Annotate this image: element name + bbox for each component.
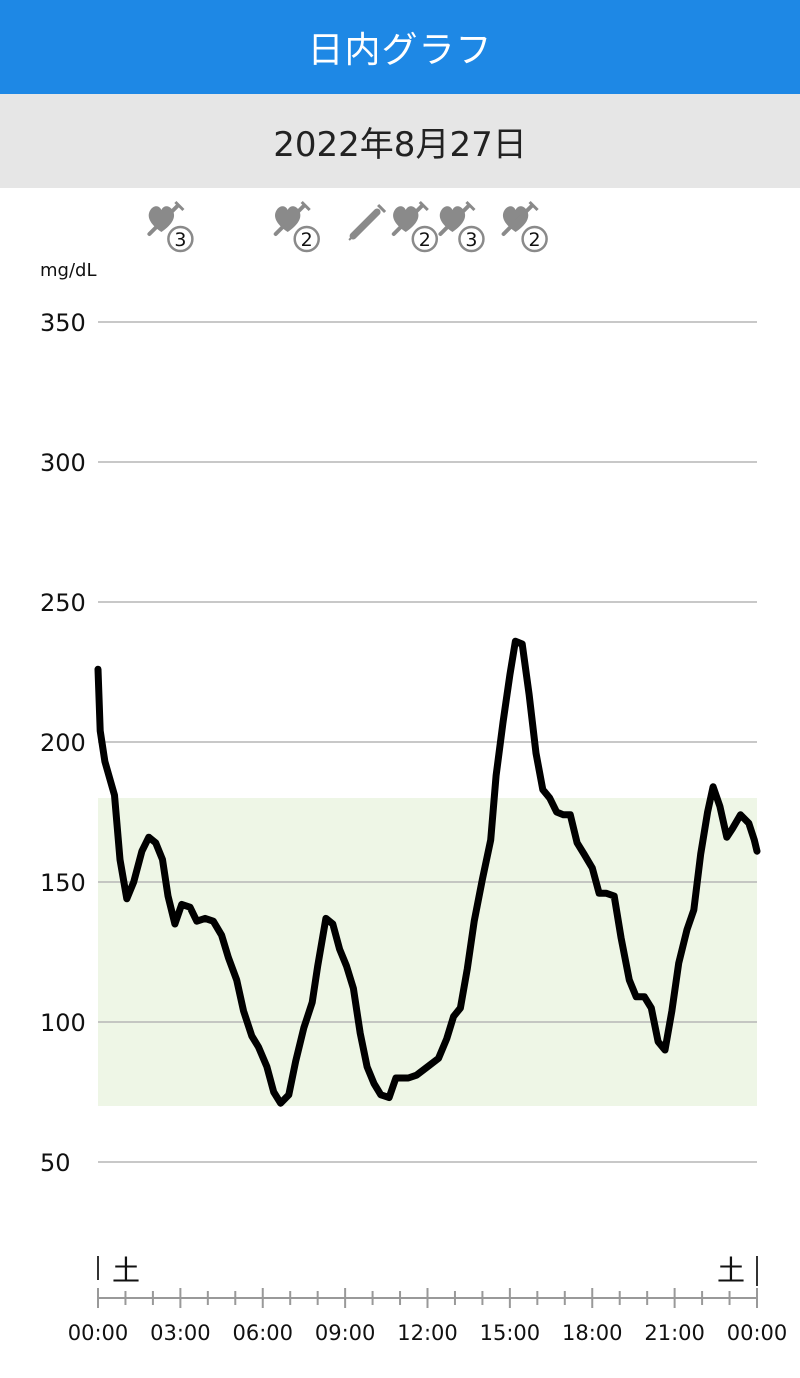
dose-count: 2 [529, 229, 541, 251]
syringe-plunger [418, 200, 429, 212]
syringe-plunger [174, 200, 185, 212]
date-bar[interactable]: 2022年8月27日 [0, 94, 800, 188]
dose-count: 3 [174, 229, 186, 251]
dose-badge [458, 225, 485, 253]
syringe-heart-icon: 2 [391, 200, 439, 253]
syringe-heart-icon: 2 [501, 200, 548, 253]
x-tick-label: 00:00 [727, 1321, 788, 1345]
y-tick-label: 100 [40, 1009, 86, 1037]
syringe-body [349, 208, 381, 240]
daily-glucose-chart: 50 100 150 200 250 300 350 3 2 2 3 2 00:00 03:00 06:… [40, 200, 788, 1345]
x-tick-label: 03:00 [150, 1321, 211, 1345]
syringe-plunger [528, 200, 539, 212]
dose-badge [167, 225, 194, 253]
syringe-body [273, 204, 306, 236]
x-tick-label: 09:00 [315, 1321, 376, 1345]
syringe-body [391, 204, 424, 236]
dose-badge [411, 225, 439, 253]
y-tick-label: 300 [40, 449, 86, 477]
dose-badge [293, 225, 320, 253]
x-tick-label: 18:00 [562, 1321, 623, 1345]
syringe-body [438, 204, 471, 236]
x-tick-label: 15:00 [480, 1321, 541, 1345]
header-bar: 日内グラフ [0, 0, 800, 94]
x-tick-label: 21:00 [644, 1321, 705, 1345]
page-title: 日内グラフ [307, 30, 493, 71]
syringe-heart-icon: 2 [273, 200, 320, 253]
syringe-plunger [465, 200, 476, 212]
dose-badge [521, 225, 548, 253]
day-label-start: 土 [112, 1254, 140, 1287]
day-label-end: 土 [717, 1254, 745, 1287]
syringe-needle [348, 233, 356, 241]
x-tick-label: 12:00 [397, 1321, 458, 1345]
dose-count: 2 [301, 229, 313, 251]
syringe-plunger [377, 203, 387, 214]
syringe-heart-icon: 3 [147, 200, 194, 253]
syringe-icon [348, 203, 387, 241]
dose-count: 2 [419, 229, 431, 251]
y-tick-label: 150 [40, 869, 86, 897]
target-range-band [98, 798, 757, 1106]
dose-count: 3 [465, 229, 477, 251]
date-label: 2022年8月27日 [273, 124, 527, 165]
syringe-heart-icon: 3 [438, 200, 485, 253]
y-tick-label: 350 [40, 309, 86, 337]
y-tick-label: 250 [40, 589, 86, 617]
syringe-plunger [300, 200, 311, 212]
syringe-body [147, 204, 180, 236]
glucose-line [94, 637, 761, 1107]
syringe-body [501, 204, 534, 236]
y-tick-label: 200 [40, 729, 86, 757]
x-tick-label: 06:00 [232, 1321, 293, 1345]
y-axis-unit-label: mg/dL [40, 260, 96, 281]
y-tick-label: 50 [40, 1149, 71, 1177]
x-tick-label: 00:00 [68, 1321, 129, 1345]
